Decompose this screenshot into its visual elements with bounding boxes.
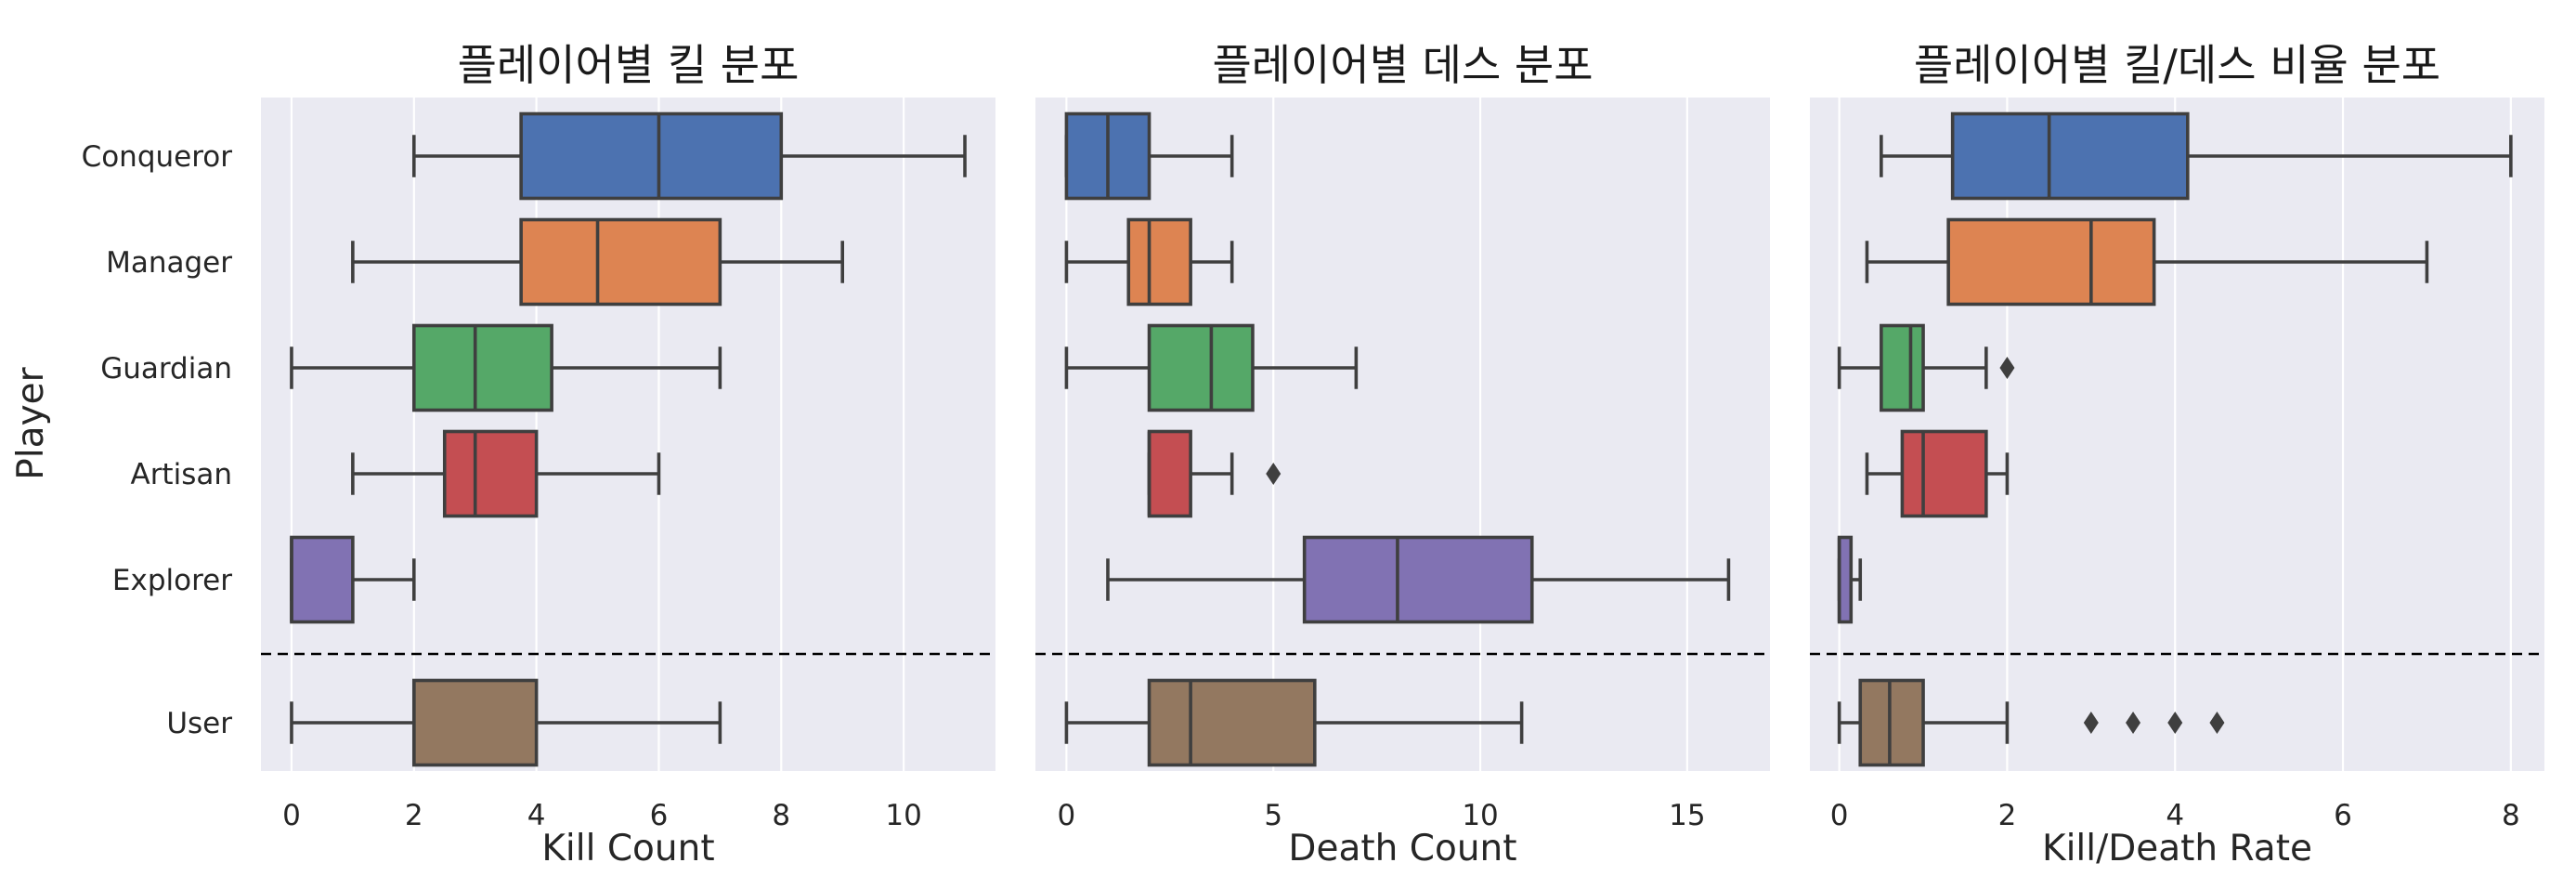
panel-background <box>261 98 995 771</box>
panel-title: 플레이어별 킬/데스 비율 분포 <box>1914 40 2440 90</box>
iqr-box <box>1946 217 2156 307</box>
outlier-marker <box>1999 357 2015 379</box>
x-axis-title: Kill Count <box>541 828 714 869</box>
box-artisan <box>351 429 661 518</box>
iqr-box <box>411 323 553 412</box>
box-conqueror <box>1064 111 1234 201</box>
iqr-box <box>1837 535 1854 624</box>
box-artisan <box>1147 429 1281 518</box>
iqr-box <box>1147 678 1317 767</box>
iqr-box <box>411 678 539 767</box>
iqr-box <box>1126 217 1192 307</box>
outlier-marker <box>2083 712 2099 734</box>
x-tick-label: 4 <box>2166 799 2184 832</box>
x-tick-label: 5 <box>1264 799 1282 832</box>
outlier-marker <box>2167 712 2183 734</box>
panel-1: 0 2 4 6 8 10 플레이어별 킬 분포 Kill Count <box>261 40 995 869</box>
panel-title: 플레이어별 킬 분포 <box>458 40 800 90</box>
iqr-box <box>1900 429 1988 518</box>
box-guardian <box>1837 323 2015 412</box>
category-label-conqueror: Conqueror <box>82 140 233 174</box>
box-manager <box>1865 217 2429 307</box>
x-tick-label: 10 <box>885 799 921 832</box>
box-explorer <box>1837 535 1863 624</box>
x-tick-label: 8 <box>2502 799 2520 832</box>
y-axis-title: Player <box>10 366 52 479</box>
box-conqueror <box>411 111 967 201</box>
panel-2: 0 5 10 15 플레이어별 데스 분포 Death Count <box>1035 40 1770 869</box>
iqr-box <box>519 111 784 201</box>
outlier-marker <box>2209 712 2225 734</box>
x-tick-label: 8 <box>772 799 790 832</box>
x-tick-label: 10 <box>1462 799 1498 832</box>
iqr-box <box>1302 535 1534 624</box>
x-tick-label: 2 <box>1998 799 2017 832</box>
iqr-box <box>1950 111 2190 201</box>
box-explorer <box>290 535 416 624</box>
box-artisan <box>1865 429 2010 518</box>
x-tick-label: 6 <box>650 799 669 832</box>
x-axis-title: Death Count <box>1288 828 1516 869</box>
box-manager <box>351 217 845 307</box>
box-guardian <box>1064 323 1359 412</box>
x-tick-label: 2 <box>405 799 423 832</box>
category-label-manager: Manager <box>106 246 232 280</box>
iqr-box <box>290 535 355 624</box>
iqr-box <box>1147 429 1192 518</box>
panels-layer: Conqueror Manager Guardian Artisan Explorer U… <box>82 40 2544 869</box>
x-tick-label: 0 <box>282 799 301 832</box>
x-axis-title: Kill/Death Rate <box>2042 828 2312 869</box>
outlier-marker <box>2126 712 2141 734</box>
box-user <box>290 678 722 767</box>
x-tick-label: 0 <box>1058 799 1076 832</box>
category-label-guardian: Guardian <box>100 352 232 386</box>
panel-title: 플레이어별 데스 분포 <box>1212 40 1593 90</box>
iqr-box <box>442 429 539 518</box>
box-user <box>1837 678 2225 767</box>
box-manager <box>1064 217 1234 307</box>
iqr-box <box>1880 323 1925 412</box>
outlier-marker <box>1266 463 1281 485</box>
category-label-explorer: Explorer <box>112 564 232 597</box>
x-tick-label: 15 <box>1669 799 1705 832</box>
panel-3: 0 2 4 6 8 플레이어별 킬/데스 비율 분포 Kill/Death Rate <box>1810 40 2544 869</box>
category-label-user: User <box>166 707 232 740</box>
category-label-artisan: Artisan <box>130 458 232 491</box>
box-guardian <box>290 323 722 412</box>
x-tick-label: 4 <box>527 799 546 832</box>
box-explorer <box>1106 535 1731 624</box>
x-tick-label: 6 <box>2334 799 2352 832</box>
x-tick-label: 0 <box>1830 799 1849 832</box>
box-user <box>1064 678 1524 767</box>
iqr-box <box>1147 323 1255 412</box>
iqr-box <box>1858 678 1925 767</box>
box-conqueror <box>1880 111 2513 201</box>
iqr-box <box>519 217 722 307</box>
